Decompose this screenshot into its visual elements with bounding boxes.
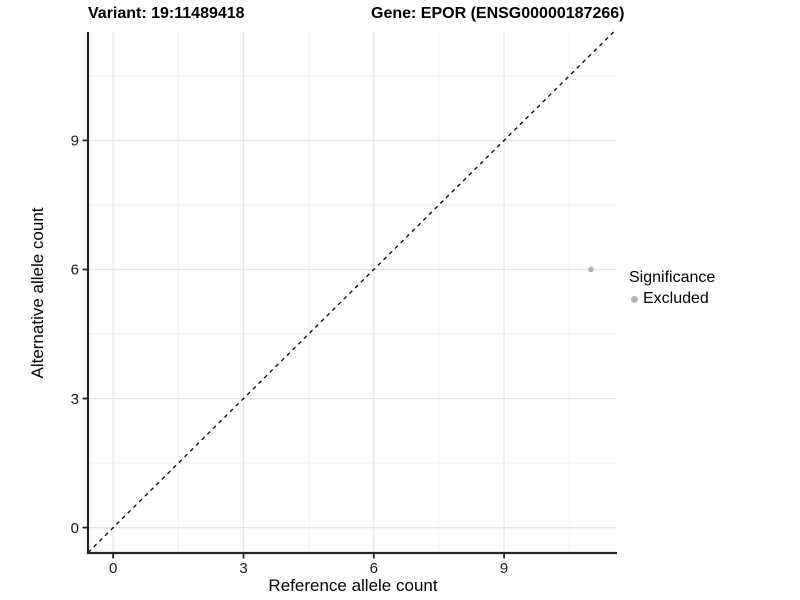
legend-item-excluded: Excluded <box>631 290 715 308</box>
svg-text:6: 6 <box>71 262 79 279</box>
y-axis-title: Alternative allele count <box>28 207 47 379</box>
svg-text:6: 6 <box>370 560 378 577</box>
svg-text:0: 0 <box>71 520 79 537</box>
svg-text:9: 9 <box>500 560 508 577</box>
svg-text:3: 3 <box>71 391 79 408</box>
legend-dot-icon <box>631 295 638 303</box>
legend: Significance Excluded <box>629 269 715 308</box>
svg-text:3: 3 <box>239 560 247 577</box>
svg-text:0: 0 <box>109 560 117 577</box>
legend-title: Significance <box>629 269 716 286</box>
variant-title: Variant: 19:11489418 <box>88 5 245 22</box>
x-axis-title: Reference allele count <box>268 576 438 595</box>
legend-item-label: Excluded <box>643 290 709 307</box>
gene-title: Gene: EPOR (ENSG00000187266) <box>371 5 625 22</box>
svg-text:9: 9 <box>71 133 79 150</box>
